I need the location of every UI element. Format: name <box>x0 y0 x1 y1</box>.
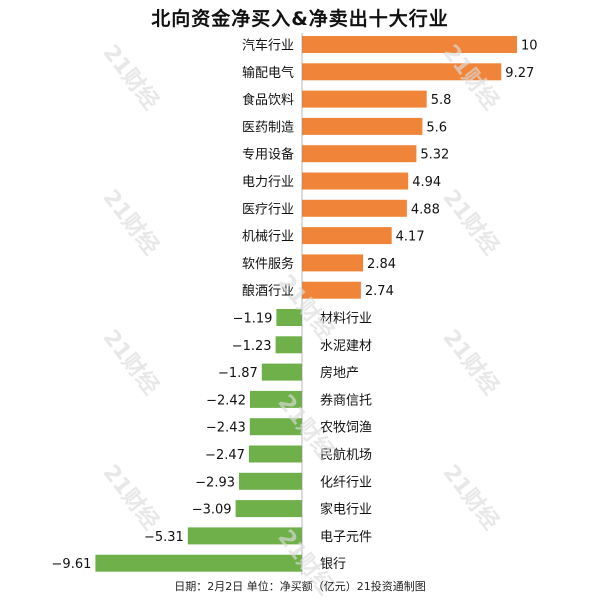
value-label-13: −2.42 <box>206 393 246 408</box>
category-label-13: 券商信托 <box>320 392 372 408</box>
category-label-14: 农牧饲渔 <box>320 421 372 436</box>
value-label-1: 9.27 <box>505 66 534 81</box>
category-label-15: 民航机场 <box>320 447 372 463</box>
category-label-7: 机械行业 <box>242 230 294 245</box>
bar-17 <box>235 500 302 518</box>
value-label-6: 4.88 <box>411 202 440 217</box>
bars-layer <box>95 33 517 575</box>
bar-1 <box>302 63 502 81</box>
chart-title: 北向资金净买入&净卖出十大行业 <box>151 8 449 30</box>
bar-11 <box>275 336 302 354</box>
bar-10 <box>276 309 302 326</box>
bar-9 <box>302 281 361 299</box>
value-label-15: −2.47 <box>205 448 245 463</box>
value-label-5: 4.94 <box>412 175 441 190</box>
category-label-0: 汽车行业 <box>242 38 294 54</box>
bar-2 <box>302 90 427 108</box>
bar-18 <box>187 527 302 545</box>
value-label-8: 2.84 <box>367 257 396 272</box>
value-label-18: −5.31 <box>144 530 184 545</box>
bar-19 <box>95 554 303 572</box>
category-label-8: 软件服务 <box>242 256 294 272</box>
category-label-18: 电子元件 <box>320 530 372 545</box>
category-label-12: 房地产 <box>320 365 359 381</box>
category-label-6: 医疗行业 <box>242 202 294 217</box>
value-label-12: −1.87 <box>218 366 258 381</box>
bar-7 <box>302 227 392 245</box>
value-label-4: 5.32 <box>420 148 449 163</box>
category-label-17: 家电行业 <box>320 502 372 518</box>
category-label-16: 化纤行业 <box>320 475 372 490</box>
bar-16 <box>239 472 302 490</box>
chart-footer-note: 日期：2月2日 单位：净买额（亿元）21投资通制图 <box>174 580 426 593</box>
value-label-16: −2.93 <box>195 475 235 490</box>
bar-6 <box>302 199 407 217</box>
category-label-4: 专用设备 <box>242 147 294 163</box>
value-label-2: 5.8 <box>431 93 452 108</box>
bar-0 <box>302 36 517 53</box>
value-label-0: 10 <box>521 39 538 54</box>
value-label-19: −9.61 <box>52 557 92 572</box>
bar-4 <box>302 145 417 163</box>
category-label-3: 医药制造 <box>242 120 294 135</box>
value-label-3: 5.6 <box>426 120 447 135</box>
category-label-10: 材料行业 <box>320 312 372 327</box>
labels-layer: 汽车行业 10 输配电气 9.27 食品饮料 5.8 医药制造 5.6 专用设备 5.32 电力行业… <box>52 38 538 573</box>
value-label-10: −1.19 <box>233 312 273 327</box>
bar-12 <box>261 363 302 381</box>
value-label-11: −1.23 <box>232 339 272 354</box>
category-label-5: 电力行业 <box>242 175 294 190</box>
category-label-1: 输配电气 <box>242 65 294 81</box>
value-label-7: 4.17 <box>396 230 425 245</box>
value-label-9: 2.74 <box>365 284 394 299</box>
category-label-19: 银行 <box>320 557 346 572</box>
bar-15 <box>248 445 302 463</box>
bar-3 <box>302 117 423 135</box>
bar-14 <box>249 418 302 436</box>
bar-8 <box>302 254 364 272</box>
category-label-2: 食品饮料 <box>242 92 294 108</box>
category-label-11: 水泥建材 <box>320 339 372 354</box>
value-label-17: −3.09 <box>192 503 232 518</box>
bar-5 <box>302 172 409 190</box>
category-label-9: 酿酒行业 <box>242 283 294 299</box>
value-label-14: −2.43 <box>206 421 246 436</box>
bar-13 <box>250 390 302 408</box>
